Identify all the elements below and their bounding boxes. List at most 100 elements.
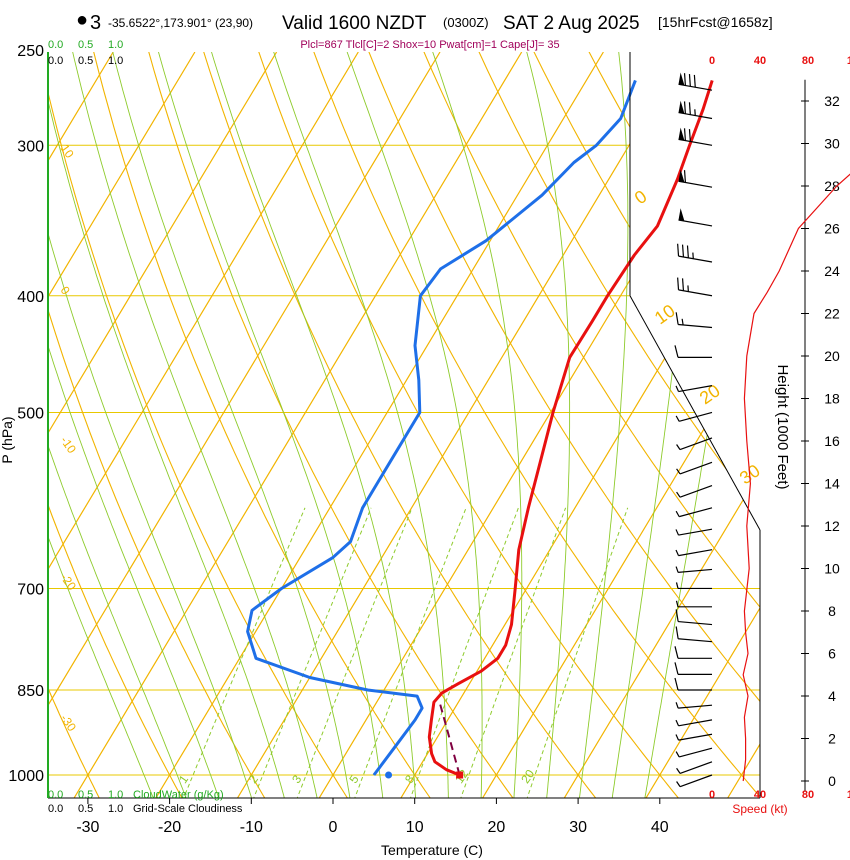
- cloudiness-top-tick-2: 1.0: [108, 55, 123, 67]
- wind-barb: [675, 733, 713, 741]
- wind-barb: [676, 761, 713, 774]
- wind-barb: [678, 127, 713, 146]
- wind-barb-staff: [679, 461, 713, 475]
- wind-barb: [676, 461, 713, 475]
- wind-speed-tick-bottom: 40: [754, 789, 766, 801]
- x-tick-label: 10: [406, 819, 424, 836]
- x-tick-label: -10: [240, 819, 263, 836]
- wind-barb: [675, 719, 713, 727]
- x-tick-label: 0: [329, 819, 338, 836]
- isotherm-label: 0: [631, 186, 651, 208]
- wind-barb-half-feather: [675, 510, 680, 517]
- wind-barb-staff: [678, 620, 713, 626]
- isotherm-line: [645, 52, 760, 798]
- dry-adiabat: [422, 52, 760, 798]
- wind-barb: [675, 312, 713, 329]
- wind-barb-feather: [683, 101, 687, 114]
- wind-barb-flag: [678, 100, 685, 114]
- wind-barb: [674, 677, 712, 691]
- wind-barb: [677, 243, 713, 263]
- station-number: 3: [90, 12, 101, 34]
- height-tick-label: 16: [824, 433, 840, 449]
- cloudwater-tick-0: 0.0: [48, 789, 63, 801]
- isotherm-line: [809, 52, 850, 798]
- frame-diagonal: [629, 295, 761, 531]
- height-tick-label: 0: [828, 773, 836, 789]
- pressure-tick-label: 1000: [8, 768, 44, 785]
- isotherm-label: -10: [58, 434, 80, 457]
- x-axis-title: Temperature (C): [381, 842, 483, 858]
- wind-barb-feather: [681, 244, 685, 258]
- dry-adiabat: [312, 52, 760, 798]
- wind-barb-feather: [677, 243, 680, 257]
- dry-adiabat: [367, 52, 760, 798]
- wind-barb-staff: [678, 733, 713, 741]
- valid-time: Valid 1600 NZDT: [282, 13, 427, 34]
- wind-barb-staff: [679, 747, 713, 758]
- indices-line: Plcl=867 Tlcl[C]=2 Shox=10 Pwat[cm]=1 Ca…: [300, 39, 559, 51]
- moist-adiabat: [48, 52, 155, 798]
- wind-barb-staff: [678, 385, 713, 393]
- station-bullet: ●: [76, 9, 88, 31]
- cloudiness-tick-1: 0.5: [78, 803, 93, 815]
- temperature-line: [427, 79, 714, 777]
- isotherm-label: 10: [651, 300, 679, 328]
- cloudiness-label: Grid-Scale Cloudiness: [133, 803, 243, 815]
- wind-barb: [675, 507, 713, 518]
- profile-layer: [246, 79, 714, 779]
- wind-barb-flag: [678, 169, 685, 183]
- wind-barb-flag: [678, 208, 685, 222]
- moist-adiabat: [431, 52, 523, 798]
- moist-adiabat: [644, 52, 760, 798]
- x-tick-label: -20: [158, 819, 181, 836]
- mixing-ratio-line: [525, 507, 629, 798]
- x-tick-label: 40: [651, 819, 669, 836]
- height-tick-label: 2: [828, 731, 836, 747]
- height-tick-label: 26: [824, 221, 840, 237]
- moist-adiabat: [71, 52, 319, 798]
- dry-adiabat: [48, 52, 267, 798]
- wind-barb-staff: [678, 568, 713, 573]
- wind-barb-feather: [674, 646, 679, 659]
- isotherm-label: 10: [58, 142, 77, 161]
- moist-adiabat: [48, 52, 188, 798]
- wind-barb-half-feather: [676, 468, 681, 475]
- cloudiness-tick-0: 0.0: [48, 803, 63, 815]
- wind-speed-label: Speed (kt): [732, 802, 787, 816]
- wind-barb-feather: [683, 128, 687, 141]
- wind-barb-flag: [678, 72, 685, 86]
- moist-adiabat: [272, 52, 449, 798]
- wind-barb: [678, 169, 713, 188]
- x-tick-label: -30: [76, 819, 99, 836]
- moist-adiabat: [525, 52, 571, 798]
- wind-barb: [677, 277, 713, 297]
- wind-barb: [675, 582, 712, 590]
- isotherm-line: [48, 52, 278, 798]
- height-tick-label: 22: [824, 306, 840, 322]
- pressure-tick-label: 300: [17, 138, 44, 155]
- wind-barb-half-feather: [676, 781, 681, 787]
- height-tick-label: 28: [824, 178, 840, 194]
- wind-barb: [675, 528, 713, 536]
- cloudiness-top-tick-1: 0.5: [78, 55, 93, 67]
- wind-barb-staff: [679, 437, 713, 451]
- wind-barb-half-feather: [681, 318, 684, 326]
- wind-barb-staff: [678, 719, 713, 727]
- wind-barb-feather: [688, 73, 691, 87]
- wind-barb-half-feather: [676, 444, 681, 450]
- pressure-tick-label: 850: [17, 683, 44, 700]
- height-tick-label: 32: [824, 93, 840, 109]
- wind-barb: [676, 485, 713, 498]
- mixing-ratio-line: [459, 507, 567, 798]
- isotherm-line: [48, 52, 441, 798]
- wind-barb-staff: [678, 528, 713, 536]
- wind-barb-half-feather: [675, 600, 679, 607]
- wind-barb: [675, 747, 713, 758]
- wind-barb-staff: [678, 138, 713, 146]
- valid-date: SAT 2 Aug 2025: [503, 13, 640, 34]
- wind-barb: [675, 385, 713, 393]
- wind-barb: [675, 609, 713, 626]
- mixing-ratio-label: 20: [518, 767, 537, 786]
- dry-adiabat: [48, 52, 101, 798]
